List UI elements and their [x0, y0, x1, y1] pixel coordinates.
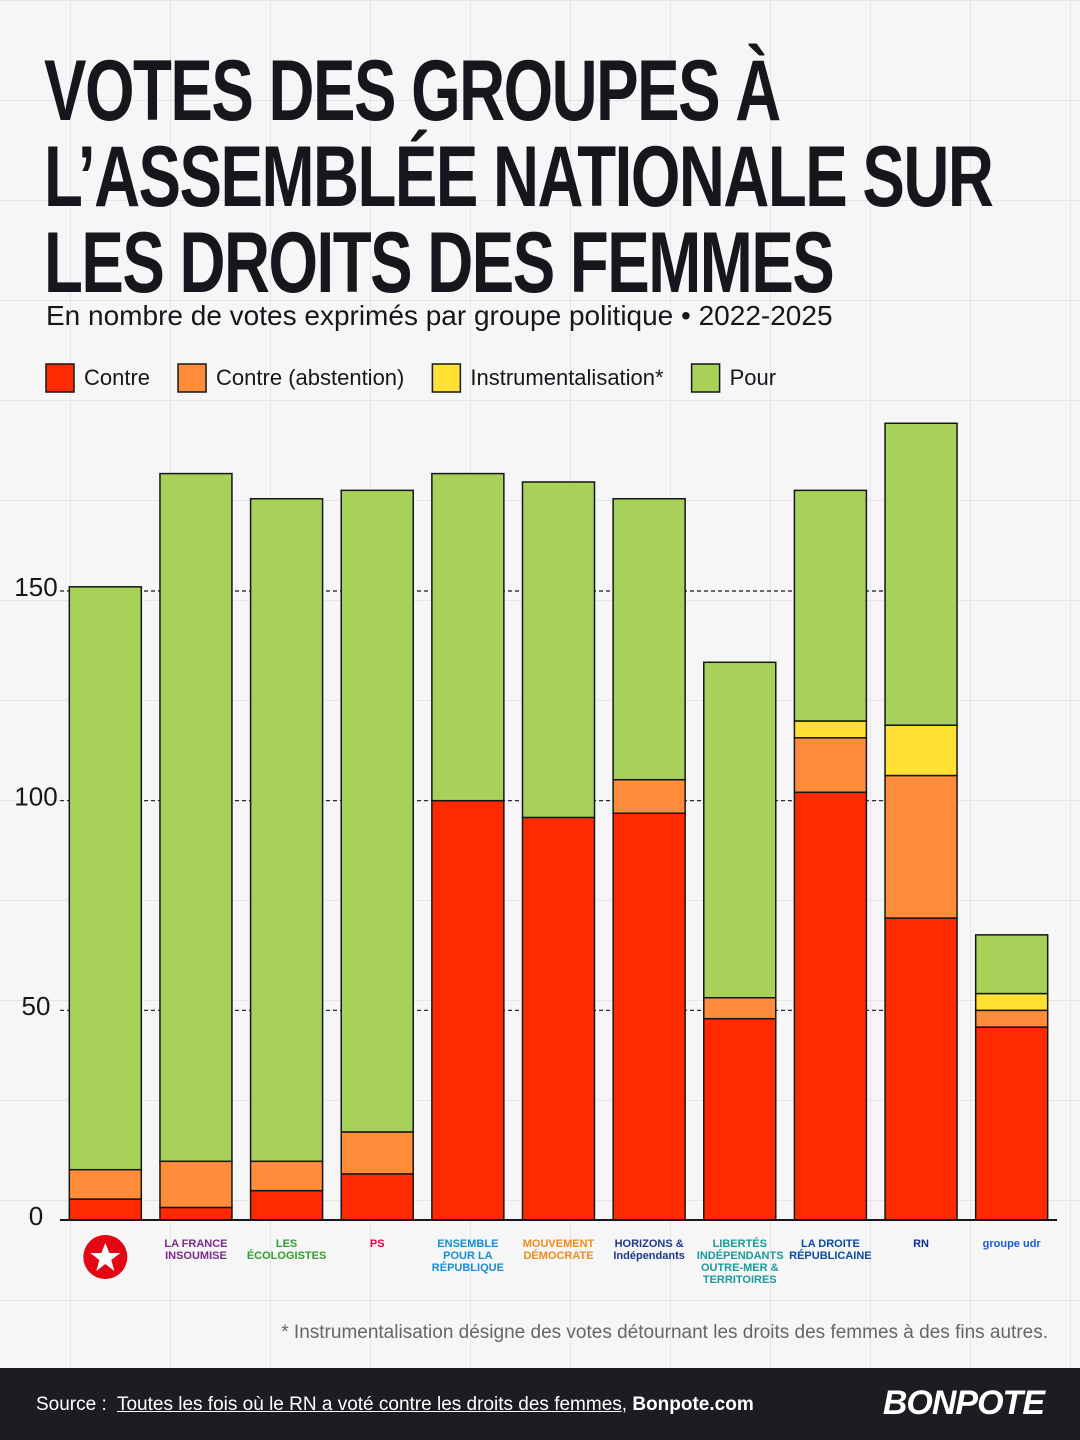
category-logo-star: [90, 1243, 121, 1271]
bar-segment: [612, 497, 686, 781]
brand-logo: BONPOTE: [882, 1384, 1045, 1422]
footer: Source : Toutes les fois où le RN a voté…: [0, 1368, 1080, 1440]
bar-segment: [340, 489, 414, 1133]
bar-segment: [249, 1189, 324, 1221]
bar-segment: [974, 1026, 1049, 1221]
y-tick-label: 100: [14, 782, 57, 812]
x-tick-label: HORIZONS & Indépendants: [613, 1238, 685, 1262]
x-tick-label: MOUVEMENT DÉMOCRATE: [522, 1238, 595, 1262]
footnote: * Instrumentalisation désigne des votes …: [281, 1322, 1048, 1343]
bar-segment: [703, 997, 777, 1020]
bar-segment: [249, 497, 324, 1163]
bar-segment: [521, 816, 596, 1221]
legend-swatch: [690, 363, 721, 393]
bar-segment: [793, 737, 868, 794]
legend-label: Contre: [84, 365, 150, 390]
bar-segment: [159, 472, 233, 1163]
bar-segment: [68, 1168, 143, 1200]
source-link[interactable]: Toutes les fois où le RN a voté contre l…: [116, 1394, 622, 1415]
chart: Contre Contre (abstention) Instrumentalisa…: [14, 363, 1057, 1279]
legend-label: Pour: [730, 365, 776, 390]
bar-segment: [431, 472, 505, 802]
x-tick-label: ENSEMBLE POUR LA RÉPUBLIQUE: [431, 1238, 504, 1274]
y-tick-label: 0: [29, 1201, 43, 1231]
bar-segment: [974, 1009, 1049, 1028]
bar-segment: [521, 481, 596, 819]
bar-segment: [793, 791, 868, 1221]
bar-segment: [612, 778, 686, 814]
bar-segment: [340, 1173, 414, 1221]
bar-segment: [703, 661, 777, 999]
bar-segment: [884, 422, 958, 726]
source-label: Source :: [36, 1394, 107, 1415]
chart-title: VOTES DES GROUPES À L’ASSEMBLÉE NATIONAL…: [44, 43, 994, 311]
y-tick-label: 50: [22, 991, 51, 1021]
chart-subtitle: En nombre de votes exprimés par groupe p…: [46, 300, 833, 331]
bar-segment: [612, 812, 686, 1221]
legend-label: Contre (abstention): [216, 365, 404, 390]
bar-segment: [431, 799, 505, 1221]
x-tick-label: PS: [369, 1238, 385, 1250]
bar-segment: [884, 774, 958, 919]
source-separator: ,: [621, 1394, 628, 1415]
bar-segment: [974, 992, 1049, 1012]
x-tick-label: LA DROITE RÉPUBLICAINE: [789, 1238, 872, 1262]
bar-segment: [159, 1206, 233, 1221]
bar-segment: [340, 1131, 414, 1175]
x-tick-label: RN: [913, 1238, 929, 1250]
x-tick-label: LES ÉCOLOGISTES: [246, 1238, 327, 1262]
bar-segment: [884, 917, 958, 1221]
source-site: Bonpote.com: [632, 1394, 754, 1415]
bar-segment: [703, 1017, 777, 1221]
legend-swatch: [431, 363, 462, 393]
bar-segment: [884, 724, 958, 777]
source: Source : Toutes les fois où le RN a voté…: [36, 1394, 754, 1416]
bar-segment: [793, 720, 868, 739]
bar-segment: [793, 489, 868, 722]
legend-swatch: [177, 363, 207, 393]
bar-segment: [159, 1160, 233, 1209]
x-tick-label: LIBERTÉS INDÉPENDANTS OUTRE-MER & TERRIT…: [696, 1238, 784, 1286]
legend-swatch: [45, 363, 75, 393]
legend-label: Instrumentalisation*: [470, 365, 664, 390]
x-tick-label: LA FRANCE INSOUMISE: [164, 1238, 228, 1262]
bar-segment: [68, 586, 143, 1171]
bar-segment: [68, 1198, 143, 1221]
x-tick-label: groupe udr: [982, 1238, 1041, 1250]
bar-segment: [974, 934, 1049, 995]
bar-segment: [249, 1160, 324, 1192]
y-tick-label: 150: [14, 572, 57, 602]
